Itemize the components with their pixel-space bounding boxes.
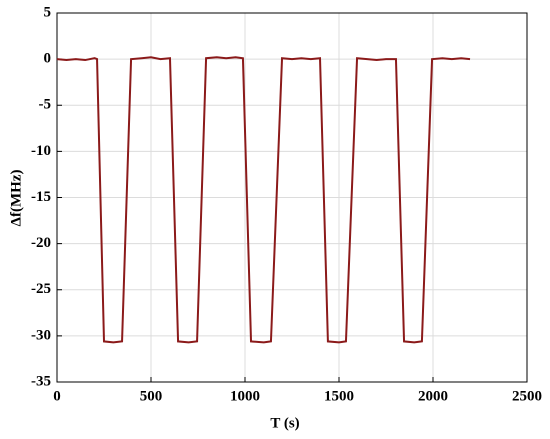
y-tick-label: -10 (31, 143, 51, 159)
x-tick-label: 2500 (512, 388, 542, 404)
y-tick-label: -15 (31, 189, 51, 205)
y-tick-label: -30 (31, 327, 51, 343)
x-tick-label: 0 (53, 388, 61, 404)
plot-frame (56, 12, 528, 383)
x-tick-label: 1500 (324, 388, 354, 404)
y-tick-label: -35 (31, 373, 51, 389)
data-line (56, 56, 471, 344)
y-tick-label: -25 (31, 281, 51, 297)
x-tick-label: 1000 (230, 388, 260, 404)
x-axis-label: T (s) (270, 415, 299, 431)
y-tick-label: 0 (44, 51, 52, 67)
y-axis-label: Δf(MHz) (8, 170, 24, 227)
x-tick-label: 2000 (418, 388, 448, 404)
y-tick-label: -20 (31, 235, 51, 251)
y-tick-label: -5 (39, 97, 52, 113)
x-tick-label: 500 (140, 388, 163, 404)
y-tick-label: 5 (44, 4, 52, 20)
